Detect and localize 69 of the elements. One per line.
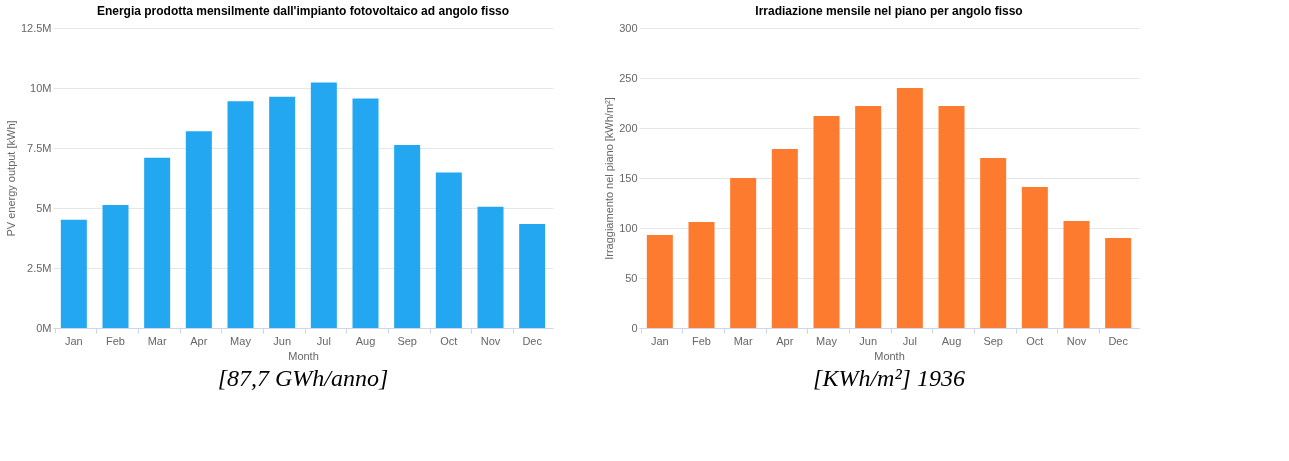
bar — [269, 96, 296, 328]
x-tick-label: Aug — [355, 334, 376, 347]
y-tick-label: 12.5M — [20, 21, 52, 34]
x-tick-label: Sep — [397, 334, 417, 347]
bar — [60, 219, 87, 328]
y-tick-label: 50 — [625, 271, 638, 284]
x-tick-label: Dec — [522, 334, 543, 347]
bar — [519, 224, 546, 328]
y-axis-title: PV energy output [kWh] — [4, 120, 17, 237]
bar — [394, 145, 421, 328]
bar — [1021, 187, 1048, 328]
x-tick-label: Jun — [859, 334, 878, 347]
chart-title: Irradiazione mensile nel piano per angolo fisso — [755, 4, 1023, 18]
y-tick-label: 10M — [30, 81, 52, 94]
chart-title: Energia prodotta mensilmente dall'impianto fotovoltaico ad angolo fisso — [96, 4, 510, 18]
bar — [730, 178, 757, 328]
bar — [813, 116, 840, 328]
text: [KWh/m²] 1936 — [813, 365, 965, 391]
x-axis-title: Month — [288, 349, 319, 362]
bar — [185, 131, 212, 328]
bar — [144, 157, 171, 328]
bar — [938, 106, 965, 328]
x-tick-label: Apr — [776, 334, 794, 347]
y-tick-label: 5M — [36, 201, 52, 214]
x-tick-label: Mar — [733, 334, 753, 347]
x-tick-label: Aug — [941, 334, 962, 347]
bar — [227, 101, 254, 328]
text: [87,7 GWh/anno] — [217, 365, 389, 391]
y-tick-label: 7.5M — [27, 141, 52, 154]
bar — [771, 149, 798, 328]
y-tick-label: 100 — [619, 221, 638, 234]
bar — [310, 82, 337, 328]
x-tick-label: Jan — [64, 334, 83, 347]
x-tick-label: Feb — [106, 334, 125, 347]
bar — [646, 235, 673, 328]
bar — [102, 205, 129, 328]
bar — [855, 106, 882, 328]
bar — [352, 98, 379, 328]
y-tick-label: 200 — [619, 121, 638, 134]
x-tick-label: Nov — [480, 334, 501, 347]
bar — [980, 158, 1007, 328]
y-tick-label: 0 — [631, 321, 638, 334]
y-tick-label: 0M — [36, 321, 52, 334]
x-tick-label: Oct — [440, 334, 458, 347]
x-tick-label: Jul — [316, 334, 331, 347]
x-axis-title: Month — [874, 349, 905, 362]
bar — [477, 206, 504, 328]
bar — [896, 88, 923, 328]
x-tick-label: May — [816, 334, 838, 347]
y-tick-label: 250 — [619, 71, 638, 84]
y-axis-title: Irraggiamento nel piano [kWh/m²] — [603, 97, 616, 260]
x-tick-label: Jun — [273, 334, 292, 347]
bar — [435, 172, 462, 328]
x-tick-label: Mar — [147, 334, 167, 347]
bar — [1105, 238, 1132, 328]
bar — [688, 222, 715, 328]
x-tick-label: Jan — [650, 334, 669, 347]
x-tick-label: Sep — [983, 334, 1003, 347]
y-tick-label: 2.5M — [27, 261, 52, 274]
y-tick-label: 150 — [619, 171, 638, 184]
x-tick-label: Dec — [1108, 334, 1129, 347]
x-tick-label: Oct — [1026, 334, 1044, 347]
x-tick-label: Jul — [902, 334, 917, 347]
x-tick-label: Nov — [1066, 334, 1087, 347]
bar — [1063, 221, 1090, 328]
x-tick-label: May — [230, 334, 252, 347]
x-tick-label: Feb — [692, 334, 711, 347]
x-tick-label: Apr — [190, 334, 208, 347]
y-tick-label: 300 — [619, 21, 638, 34]
